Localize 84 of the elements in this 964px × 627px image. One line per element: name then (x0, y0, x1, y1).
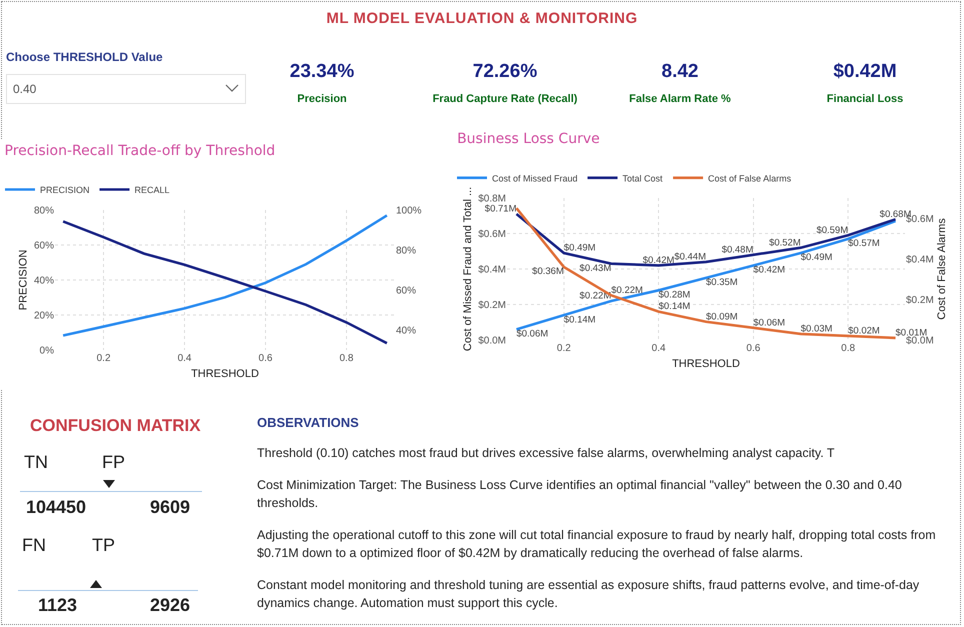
x-tick-label: 0.8 (339, 353, 354, 364)
legend-label: Cost of False Alarms (708, 173, 792, 184)
chart-title: Precision-Recall Trade-off by Threshold (4, 142, 276, 159)
y2-axis-title: Cost of False Alarms (936, 218, 948, 320)
text: OBSERVATIONS (257, 415, 359, 430)
data-label: $0.49M (800, 252, 833, 264)
text: Choose THRESHOLD Value (6, 50, 163, 64)
y-tick-label: $0.4M (478, 264, 506, 276)
y-tick-label: $0.2M (478, 300, 506, 311)
data-label: $0.09M (706, 311, 738, 322)
y-tick-label: 20% (34, 310, 54, 322)
text: Fraud Capture Rate (Recall) (432, 93, 578, 105)
data-label: $0.44M (674, 252, 706, 263)
y2-tick-label: $0.4M (906, 254, 934, 266)
y-tick-label: 80% (34, 206, 54, 216)
text: Financial Loss (826, 93, 904, 105)
x-axis-title: THRESHOLD (191, 368, 259, 380)
text: 104450 (26, 497, 86, 518)
text: 1123 (38, 595, 78, 616)
x-tick-label: 0.2 (556, 343, 572, 354)
y-tick-label: $0.6M (478, 229, 506, 240)
y2-tick-label: $0.0M (906, 336, 934, 346)
legend-label: RECALL (134, 185, 170, 196)
data-label: $0.02M (848, 326, 880, 337)
text: FN (22, 535, 46, 556)
data-label: $0.06M (516, 328, 548, 340)
y-tick-label: 0% (40, 346, 54, 356)
text: 23.34% (290, 61, 354, 83)
y2-tick-label: 80% (396, 246, 416, 256)
data-label: $0.49M (564, 242, 596, 254)
y-tick-label: 40% (34, 276, 54, 286)
text: $0.42M (833, 61, 897, 83)
data-label: $0.28M (658, 289, 690, 300)
legend-label: Total Cost (622, 173, 664, 184)
y2-tick-label: $0.2M (906, 294, 934, 306)
text: FP (102, 452, 126, 473)
x-axis-title: THRESHOLD (672, 358, 740, 370)
text: 2926 (150, 595, 190, 616)
data-label: $0.14M (564, 314, 596, 326)
chart-title: Business Loss Curve (457, 130, 600, 147)
data-label: $0.14M (658, 301, 690, 312)
text: 8.42 (662, 61, 698, 83)
x-tick-label: 0.4 (178, 353, 192, 364)
y-tick-label: 60% (34, 240, 54, 252)
text: Precision (297, 93, 347, 105)
data-label: $0.57M (848, 238, 880, 249)
text: TN (24, 452, 48, 473)
x-tick-label: 0.2 (96, 353, 111, 364)
y-tick-label: $0.8M (478, 194, 506, 204)
text: CONFUSION MATRIX (30, 416, 201, 436)
y-tick-label: $0.0M (478, 336, 506, 346)
y-axis-title: PRECISION (18, 250, 30, 310)
data-label: $0.03M (800, 324, 833, 335)
text: Cost Minimization Target: The Business Loss Curve identifies an optimal financial "valley" between the 0.30 and 0.40 thresholds. (257, 477, 903, 512)
data-label: $0.71M (484, 204, 517, 215)
data-label: $0.59M (816, 224, 848, 236)
data-label: $0.43M (580, 262, 612, 274)
text: Adjusting the operational cutoff to this zone will cut total financial exposure to fraud by nearly half, dropping total costs from $0.71M down to a optimized floor of $0.42M by dramatically reducing the overhead of false alarms. (257, 527, 937, 562)
x-tick-label: 0.6 (746, 343, 761, 354)
y2-tick-label: 60% (396, 286, 416, 296)
text: 72.26% (472, 61, 538, 83)
text: Threshold (0.10) catches most fraud but drives excessive false alarms, overwhelming analyst capacity. T (257, 445, 836, 462)
x-tick-label: 0.6 (258, 353, 273, 364)
text: TP (92, 535, 116, 556)
x-tick-label: 0.8 (841, 343, 856, 354)
text: ML MODEL EVALUATION & MONITORING (326, 10, 638, 27)
text: Constant model monitoring and threshold tuning are essential as exposure shifts, fraud patterns evolve, and time-of-day dynamics change. Automation must support this cycle. (257, 577, 920, 612)
data-label: $0.35M (706, 277, 738, 288)
data-label: $0.48M (722, 244, 754, 256)
data-label: $0.36M (532, 266, 564, 278)
dropdown-field: 0.40 (6, 74, 246, 104)
data-label: $0.22M (611, 284, 644, 296)
data-label: $0.52M (769, 237, 801, 248)
legend-label: PRECISION (40, 185, 90, 196)
x-tick-label: 0.4 (652, 343, 666, 354)
data-label: $0.06M (753, 317, 786, 328)
text: 9609 (150, 497, 190, 518)
y-axis-title: Cost of Missed Fraud and Total ... (462, 186, 474, 352)
y2-tick-label: 40% (396, 326, 416, 336)
data-label: $0.42M (642, 255, 675, 266)
legend-label: Cost of Missed Fraud (492, 173, 578, 184)
y2-tick-label: 100% (396, 206, 422, 216)
text: False Alarm Rate % (629, 93, 731, 105)
data-label: $0.42M (753, 264, 786, 276)
